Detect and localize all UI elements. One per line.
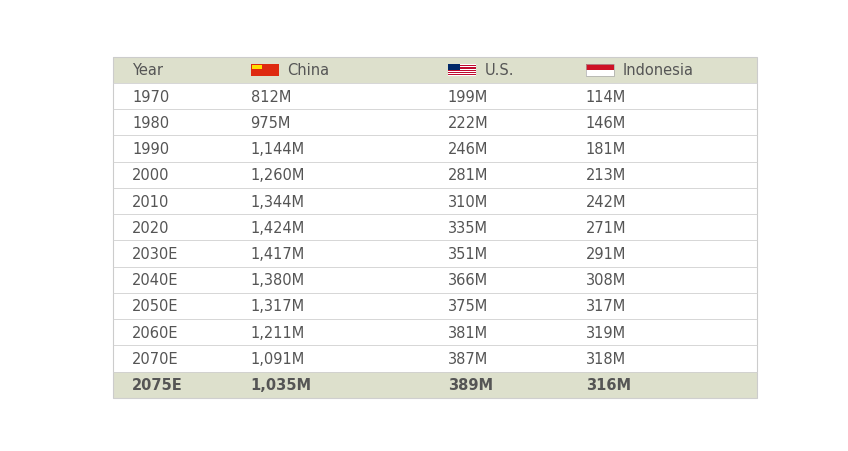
Text: 375M: 375M: [448, 299, 488, 314]
Bar: [113, 372, 756, 398]
Bar: [586, 71, 614, 77]
Text: 1990: 1990: [132, 142, 170, 156]
Text: 242M: 242M: [586, 194, 627, 209]
Bar: [448, 65, 476, 77]
Bar: [113, 162, 756, 189]
Bar: [448, 67, 476, 68]
Text: 1,424M: 1,424M: [251, 220, 304, 235]
Bar: [113, 241, 756, 267]
Bar: [448, 65, 460, 71]
Bar: [448, 70, 476, 71]
Text: 146M: 146M: [586, 115, 626, 130]
Text: 281M: 281M: [448, 168, 488, 183]
Bar: [113, 215, 756, 241]
Text: 1,344M: 1,344M: [251, 194, 304, 209]
Text: 2040E: 2040E: [132, 272, 179, 288]
Text: 1,091M: 1,091M: [251, 351, 304, 366]
Text: 2050E: 2050E: [132, 299, 179, 314]
Text: 387M: 387M: [448, 351, 488, 366]
Text: 199M: 199M: [448, 89, 488, 104]
Text: 2075E: 2075E: [132, 377, 183, 392]
Text: China: China: [287, 63, 330, 78]
Text: 1,317M: 1,317M: [251, 299, 304, 314]
Bar: [448, 65, 476, 66]
Text: U.S.: U.S.: [484, 63, 514, 78]
Text: 975M: 975M: [251, 115, 291, 130]
Text: 381M: 381M: [448, 325, 488, 340]
Bar: [448, 74, 476, 75]
Text: 2030E: 2030E: [132, 246, 179, 262]
Text: 222M: 222M: [448, 115, 488, 130]
Text: 308M: 308M: [586, 272, 626, 288]
Text: 2060E: 2060E: [132, 325, 179, 340]
Text: 246M: 246M: [448, 142, 488, 156]
Text: 1,211M: 1,211M: [251, 325, 304, 340]
Bar: [113, 136, 756, 162]
Bar: [113, 84, 756, 110]
Bar: [113, 319, 756, 345]
Text: 114M: 114M: [586, 89, 626, 104]
Text: 1,260M: 1,260M: [251, 168, 305, 183]
Bar: [113, 345, 756, 372]
Text: 366M: 366M: [448, 272, 488, 288]
Text: 1,380M: 1,380M: [251, 272, 304, 288]
Text: Indonesia: Indonesia: [622, 63, 694, 78]
Text: 1,144M: 1,144M: [251, 142, 304, 156]
Text: 319M: 319M: [586, 325, 626, 340]
Text: 2000: 2000: [132, 168, 170, 183]
Bar: [113, 267, 756, 293]
Bar: [448, 76, 476, 77]
Bar: [113, 293, 756, 319]
Text: 812M: 812M: [251, 89, 291, 104]
Text: 351M: 351M: [448, 246, 488, 262]
Text: 291M: 291M: [586, 246, 626, 262]
Bar: [586, 65, 614, 77]
Text: 2010: 2010: [132, 194, 170, 209]
Bar: [113, 58, 756, 84]
Text: 1,035M: 1,035M: [251, 377, 312, 392]
Bar: [113, 110, 756, 136]
Text: 335M: 335M: [448, 220, 488, 235]
Text: 389M: 389M: [448, 377, 493, 392]
Text: 1,417M: 1,417M: [251, 246, 304, 262]
Bar: [252, 65, 262, 69]
Text: 213M: 213M: [586, 168, 626, 183]
Text: 2070E: 2070E: [132, 351, 179, 366]
Bar: [113, 189, 756, 215]
Text: 2020: 2020: [132, 220, 170, 235]
Text: 1980: 1980: [132, 115, 170, 130]
Text: 318M: 318M: [586, 351, 626, 366]
Text: 1970: 1970: [132, 89, 170, 104]
Bar: [586, 65, 614, 71]
Text: 271M: 271M: [586, 220, 627, 235]
Bar: [251, 65, 279, 77]
Text: 316M: 316M: [586, 377, 631, 392]
Text: 317M: 317M: [586, 299, 626, 314]
Bar: [448, 72, 476, 73]
Text: 310M: 310M: [448, 194, 488, 209]
Text: 181M: 181M: [586, 142, 626, 156]
Text: Year: Year: [132, 63, 164, 78]
